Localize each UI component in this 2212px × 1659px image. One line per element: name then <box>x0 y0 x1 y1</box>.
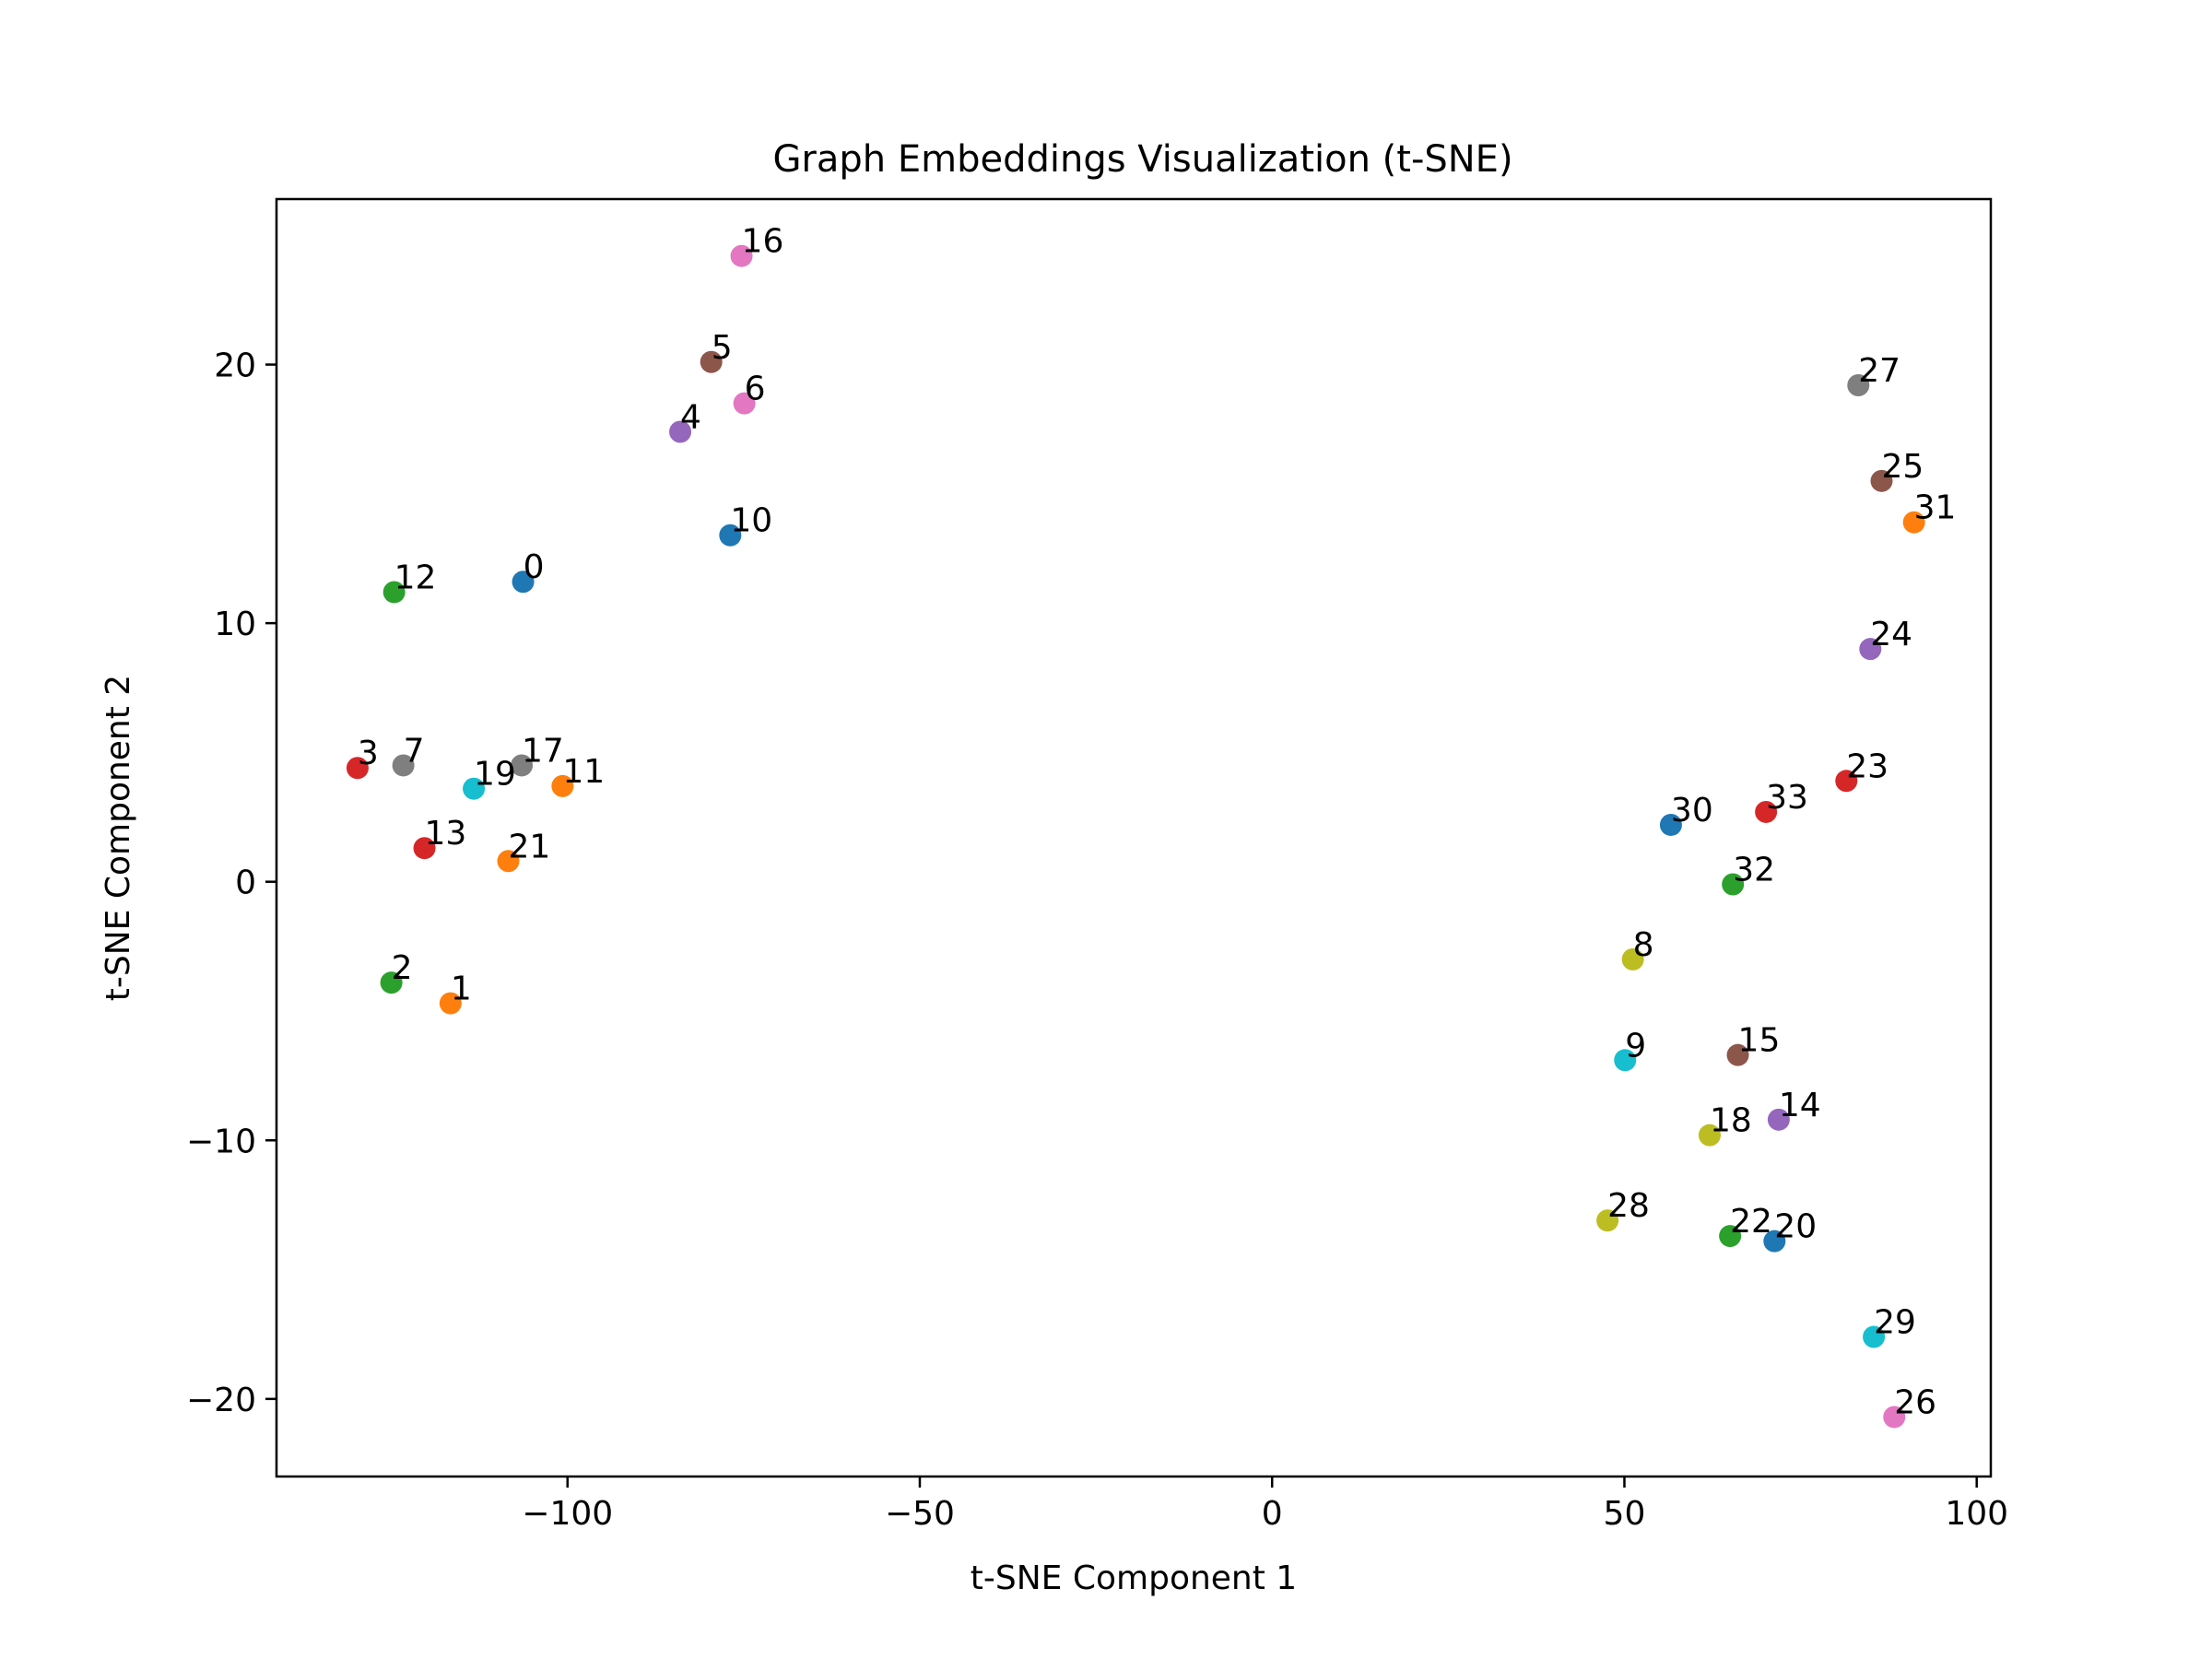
x-tick-label: 50 <box>1604 1495 1646 1533</box>
y-tick-label: 10 <box>214 606 256 643</box>
point-label-22: 22 <box>1730 1203 1772 1241</box>
point-label-3: 3 <box>358 735 379 772</box>
point-label-26: 26 <box>1894 1383 1936 1421</box>
point-label-23: 23 <box>1846 747 1888 785</box>
x-tick-label: −50 <box>885 1495 955 1533</box>
point-label-19: 19 <box>474 756 516 794</box>
point-label-27: 27 <box>1858 352 1900 390</box>
point-label-14: 14 <box>1779 1087 1821 1124</box>
point-label-24: 24 <box>1870 616 1912 653</box>
y-tick-label: −10 <box>186 1123 256 1160</box>
point-label-13: 13 <box>425 815 467 853</box>
point-label-10: 10 <box>730 502 772 540</box>
y-tick-label: 0 <box>235 865 256 902</box>
chart-title: Graph Embeddings Visualization (t-SNE) <box>772 138 1512 181</box>
point-label-2: 2 <box>392 949 413 987</box>
x-tick-label: 0 <box>1262 1495 1283 1533</box>
point-label-25: 25 <box>1882 448 1924 486</box>
point-label-16: 16 <box>742 223 784 261</box>
point-label-15: 15 <box>1738 1022 1781 1060</box>
point-label-20: 20 <box>1774 1208 1817 1246</box>
y-axis-label: t-SNE Component 2 <box>100 675 137 1001</box>
point-label-1: 1 <box>451 971 472 1008</box>
point-label-33: 33 <box>1766 779 1808 817</box>
point-label-5: 5 <box>712 329 733 367</box>
y-tick-label: 20 <box>214 347 256 385</box>
point-label-12: 12 <box>394 559 437 596</box>
point-label-28: 28 <box>1607 1187 1650 1225</box>
x-axis-label: t-SNE Component 1 <box>971 1559 1297 1597</box>
x-tick-label: −100 <box>522 1495 613 1533</box>
point-label-9: 9 <box>1625 1027 1646 1065</box>
point-label-21: 21 <box>509 828 551 865</box>
point-label-18: 18 <box>1710 1102 1752 1140</box>
point-label-4: 4 <box>680 399 701 437</box>
point-label-31: 31 <box>1914 489 1957 527</box>
point-label-29: 29 <box>1874 1303 1916 1341</box>
point-label-6: 6 <box>745 371 766 408</box>
y-tick-label: −20 <box>186 1382 256 1419</box>
point-label-32: 32 <box>1733 852 1775 889</box>
point-label-7: 7 <box>404 732 425 770</box>
point-label-11: 11 <box>562 753 605 791</box>
point-label-30: 30 <box>1671 792 1713 830</box>
x-tick-label: 100 <box>1945 1495 2008 1533</box>
point-label-0: 0 <box>524 548 545 586</box>
point-label-8: 8 <box>1633 926 1654 964</box>
point-label-17: 17 <box>522 732 564 770</box>
